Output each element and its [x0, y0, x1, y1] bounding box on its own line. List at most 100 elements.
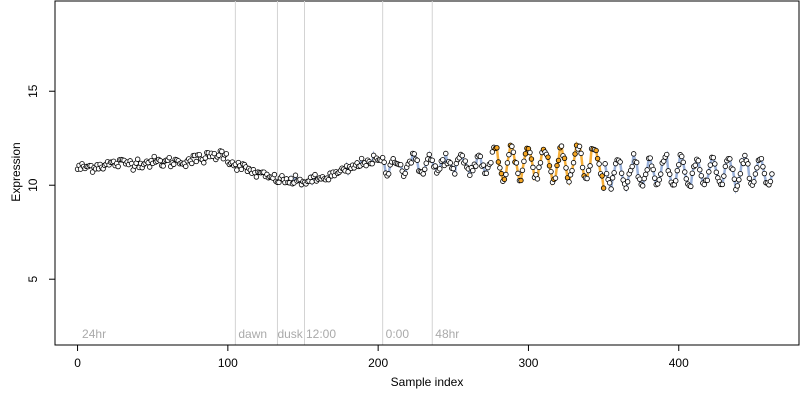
y-tick-label: 5: [26, 276, 40, 283]
annotation-label: 12:00: [306, 327, 336, 341]
data-point: [639, 183, 646, 189]
data-point: [276, 179, 282, 186]
data-point: [411, 151, 417, 157]
data-point: [642, 171, 649, 178]
data-point: [674, 167, 680, 174]
annotation-label: 0:00: [386, 327, 410, 341]
data-point: [528, 156, 535, 162]
data-point: [447, 160, 453, 166]
data-point: [501, 176, 508, 183]
data-point: [594, 155, 601, 162]
data-point: [467, 172, 473, 178]
data-point: [196, 151, 202, 158]
data-point: [710, 154, 717, 161]
data-point: [593, 147, 599, 154]
data-point: [534, 176, 541, 182]
data-point: [515, 170, 521, 177]
data-point: [381, 159, 387, 165]
data-point: [546, 163, 553, 169]
data-point: [488, 159, 494, 166]
data-point: [576, 143, 583, 150]
data-point: [219, 148, 225, 155]
data-point: [695, 158, 701, 164]
data-point: [658, 171, 664, 177]
data-point: [679, 153, 685, 160]
data-point: [470, 167, 476, 174]
annotation-label: 24hr: [82, 327, 106, 341]
data-point: [253, 174, 260, 180]
data-point: [650, 166, 656, 173]
data-point: [618, 170, 625, 176]
data-point: [537, 160, 544, 166]
data-point: [432, 163, 438, 169]
data-point: [644, 167, 650, 173]
data-point: [519, 167, 526, 173]
data-point: [325, 176, 332, 183]
vertical-markers: [234, 1, 433, 345]
data-point: [292, 172, 299, 178]
data-point: [223, 151, 230, 157]
data-point: [527, 149, 533, 156]
data-point: [363, 162, 369, 169]
data-point: [680, 159, 686, 165]
data-point: [183, 163, 189, 170]
data-point: [452, 171, 458, 177]
data-point: [426, 151, 432, 158]
data-point: [462, 158, 469, 164]
data-point: [552, 175, 559, 181]
data-point: [506, 152, 512, 158]
data-point: [498, 170, 505, 177]
annotation-label: 48hr: [435, 327, 459, 341]
data-point: [440, 157, 446, 163]
data-point: [115, 163, 121, 170]
data-point: [633, 159, 640, 166]
data-point: [288, 175, 294, 182]
data-point: [402, 170, 408, 177]
data-point: [746, 175, 753, 182]
data-point: [160, 163, 166, 169]
data-point: [761, 170, 768, 177]
data-point: [754, 165, 760, 171]
data-point: [495, 159, 502, 165]
data-point: [201, 160, 207, 166]
data-point: [569, 167, 575, 174]
data-point: [146, 164, 153, 170]
data-point: [572, 151, 578, 157]
data-point: [483, 170, 490, 176]
data-point: [721, 173, 727, 179]
data-point: [157, 157, 163, 164]
data-point: [611, 170, 617, 176]
data-point: [151, 153, 157, 160]
data-point: [429, 157, 435, 163]
data-point: [603, 171, 610, 177]
y-tick-label: 15: [26, 84, 40, 98]
data-point: [271, 171, 278, 178]
data-point: [704, 177, 711, 184]
data-point: [617, 159, 623, 165]
data-point: [734, 183, 741, 189]
data-point: [579, 164, 586, 171]
data-point: [752, 171, 759, 177]
data-point: [234, 167, 240, 173]
data-points: [74, 142, 775, 193]
data-point: [712, 161, 718, 167]
data-point: [369, 160, 375, 167]
data-point: [602, 161, 608, 167]
x-axis: 0 100 200 300 400: [74, 344, 689, 370]
data-point: [459, 152, 466, 159]
data-point: [450, 165, 457, 172]
data-point: [745, 161, 751, 167]
data-point: [561, 155, 568, 162]
data-point: [443, 150, 449, 157]
annotation-label: dusk: [277, 327, 303, 341]
data-point: [688, 183, 694, 190]
data-point: [545, 154, 551, 160]
data-point: [211, 150, 218, 157]
data-point: [578, 150, 584, 157]
data-point: [558, 143, 565, 149]
data-point: [584, 175, 590, 182]
data-point: [713, 169, 720, 175]
data-point: [624, 179, 631, 185]
data-point: [767, 178, 774, 185]
